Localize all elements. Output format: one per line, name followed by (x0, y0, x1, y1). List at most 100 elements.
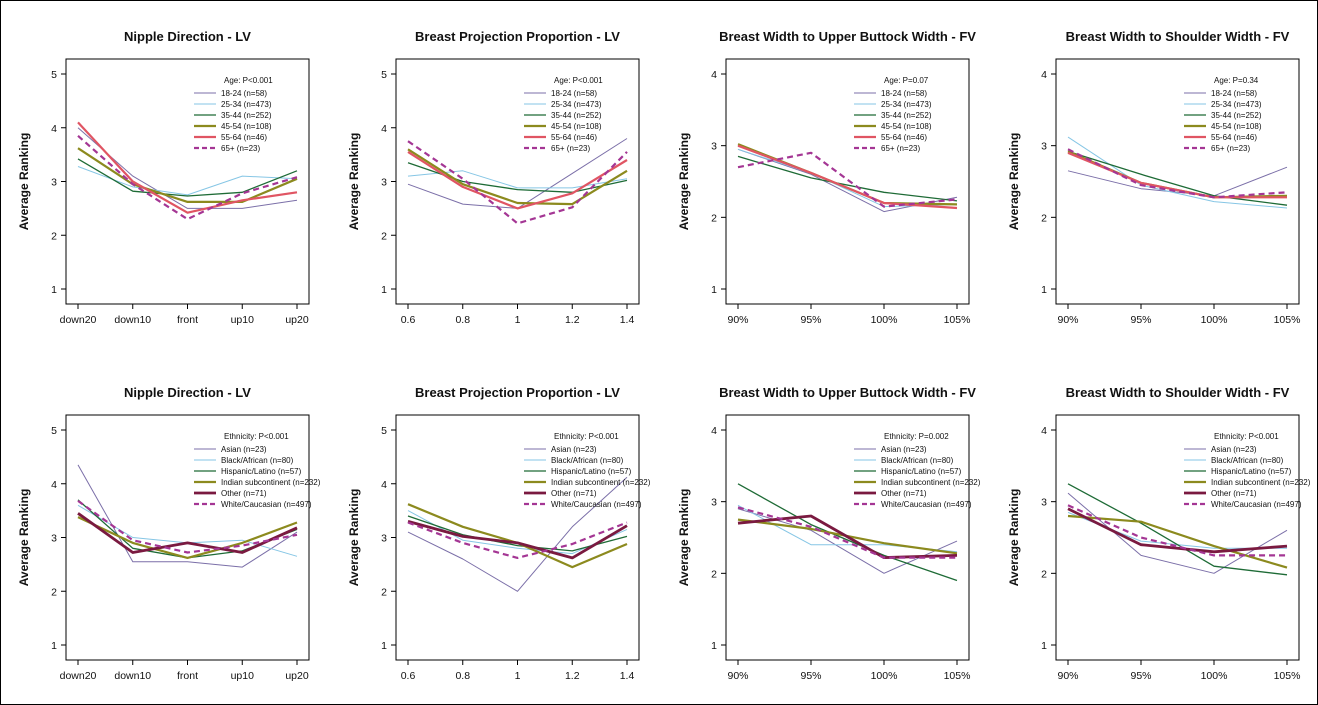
x-tick-label: 90% (727, 314, 748, 326)
panel-4: Breast Width to Shoulder Width - FV 1 2 3 4 A… (1007, 29, 1300, 326)
legend-label: Black/African (n=80) (221, 456, 294, 465)
legend-label: 65+ (n=23) (551, 144, 590, 153)
legend-label: 35-44 (n=252) (881, 111, 932, 120)
y-tick-label: 4 (51, 123, 57, 135)
panel-6: Breast Projection Proportion - LV 1 2 3 4 5 Av… (347, 385, 651, 682)
series-line (77, 127, 298, 209)
x-tick-label: 95% (800, 670, 821, 682)
plot-frame (65, 58, 310, 305)
panel-3: Breast Width to Upper Buttock Width - FV… (677, 29, 976, 326)
y-tick-label: 3 (381, 177, 387, 189)
series-line (77, 158, 298, 197)
series-line (1067, 504, 1287, 557)
panel-5: Nipple Direction - LV 1 2 3 4 5 Average Rankin… (17, 385, 321, 682)
legend-label: Indian subcontinent (n=232) (551, 478, 651, 487)
series-line (1067, 483, 1288, 576)
legend-title: Age: P<0.001 (554, 76, 603, 85)
y-axis-label: Average Ranking (1007, 489, 1021, 587)
x-tick-label: 1.4 (620, 314, 635, 326)
legend-title: Ethnicity: P<0.001 (224, 432, 289, 441)
legend-label: 65+ (n=23) (881, 144, 920, 153)
legend-label: White/Caucasian (n=497) (881, 500, 972, 509)
series-line (1067, 507, 1288, 554)
y-tick-label: 2 (711, 568, 717, 580)
x-tick-label: up20 (285, 314, 309, 326)
panel-8: Breast Width to Shoulder Width - FV 1 2 3 4 A… (1007, 385, 1311, 682)
series-line (737, 151, 958, 208)
y-tick-label: 5 (51, 69, 57, 81)
legend-label: 45-54 (n=108) (551, 122, 602, 131)
legend-label: Asian (n=23) (881, 445, 927, 454)
series-line (1067, 150, 1288, 206)
y-tick-label: 1 (1041, 284, 1047, 296)
y-axis-label: Average Ranking (17, 489, 31, 587)
y-tick-label: 4 (711, 69, 717, 81)
series-line (407, 150, 628, 210)
y-tick-label: 5 (51, 425, 57, 437)
series-line (1067, 151, 1287, 199)
y-tick-label: 3 (711, 141, 717, 153)
x-tick-label: 90% (1057, 314, 1078, 326)
y-tick-label: 1 (1041, 640, 1047, 652)
x-tick-label: 90% (1057, 670, 1078, 682)
series-line (737, 504, 958, 553)
legend-label: Hispanic/Latino (n=57) (881, 467, 962, 476)
legend-label: 35-44 (n=252) (1211, 111, 1262, 120)
y-tick-label: 2 (711, 212, 717, 224)
y-tick-label: 4 (381, 123, 387, 135)
panel-title: Breast Width to Shoulder Width - FV (1066, 385, 1290, 400)
series-line (737, 143, 958, 206)
y-axis-label: Average Ranking (17, 133, 31, 231)
panel-title: Breast Projection Proportion - LV (415, 385, 620, 400)
series-line (407, 521, 628, 560)
legend-title: Ethnicity: P<0.001 (1214, 432, 1279, 441)
legend-label: Black/African (n=80) (551, 456, 624, 465)
panel-title: Breast Width to Shoulder Width - FV (1066, 29, 1290, 44)
plot-frame (725, 58, 970, 305)
x-tick-label: down20 (60, 314, 97, 326)
y-axis-label: Average Ranking (1007, 133, 1021, 231)
legend-label: Asian (n=23) (221, 445, 267, 454)
y-tick-label: 4 (1041, 425, 1047, 437)
y-tick-label: 1 (51, 284, 57, 296)
series-line (407, 520, 628, 560)
plot-frame (395, 414, 640, 661)
panel-title: Breast Width to Upper Buttock Width - FV (719, 29, 976, 44)
series-line (77, 147, 298, 203)
series-line (77, 121, 298, 214)
x-tick-label: 90% (727, 670, 748, 682)
y-tick-label: 1 (711, 640, 717, 652)
series-line (1067, 492, 1288, 574)
legend-label: 25-34 (n=473) (881, 100, 932, 109)
legend-label: 55-64 (n=46) (221, 133, 267, 142)
series-line (737, 144, 958, 210)
y-tick-label: 4 (1041, 69, 1047, 81)
legend-label: White/Caucasian (n=497) (551, 500, 642, 509)
legend-label: Hispanic/Latino (n=57) (1211, 467, 1292, 476)
y-tick-label: 1 (381, 284, 387, 296)
legend-label: 18-24 (n=58) (551, 89, 597, 98)
x-tick-label: 0.8 (455, 670, 470, 682)
x-tick-label: 95% (1130, 670, 1151, 682)
y-axis-label: Average Ranking (677, 489, 691, 587)
y-tick-label: 4 (711, 425, 717, 437)
legend-label: Asian (n=23) (551, 445, 597, 454)
legend-label: Other (n=71) (1211, 489, 1257, 498)
panel-2: Breast Projection Proportion - LV 1 2 3 4 5 Av… (347, 29, 640, 326)
legend-label: 55-64 (n=46) (1211, 133, 1257, 142)
y-tick-label: 3 (51, 177, 57, 189)
plot-frame (395, 58, 640, 305)
legend-label: 45-54 (n=108) (221, 122, 272, 131)
x-tick-label: 1 (515, 314, 521, 326)
y-tick-label: 5 (381, 425, 387, 437)
series-line (77, 516, 298, 560)
legend-label: 45-54 (n=108) (1211, 122, 1262, 131)
x-tick-label: 100% (1201, 670, 1228, 682)
series-line (1067, 148, 1288, 199)
legend-label: 45-54 (n=108) (881, 122, 932, 131)
plot-frame (725, 414, 970, 661)
legend-label: Other (n=71) (551, 489, 597, 498)
x-tick-label: 100% (871, 314, 898, 326)
legend-label: Indian subcontinent (n=232) (221, 478, 321, 487)
